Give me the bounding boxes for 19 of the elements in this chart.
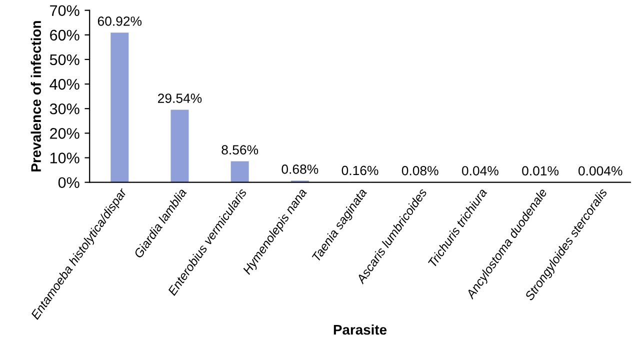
y-axis-title: Prevalence of infection (30, 21, 41, 172)
y-tick-label: 0% (58, 177, 80, 188)
y-tick-label: 50% (50, 54, 80, 66)
data-label: 0.08% (402, 166, 438, 176)
data-label: 0.16% (342, 166, 378, 176)
y-tick-label: 60% (50, 30, 80, 41)
data-label: 0.01% (522, 166, 559, 176)
data-label: 8.56% (222, 145, 258, 155)
data-label: 60.92% (98, 16, 142, 26)
data-label: 0.04% (462, 166, 498, 176)
y-tick-label: 20% (50, 128, 80, 139)
y-tick-label: 30% (50, 103, 80, 114)
data-label: 0.68% (282, 164, 318, 174)
y-tick-label: 70% (50, 5, 80, 16)
data-label: 29.54% (158, 94, 202, 103)
y-tick-label: 10% (50, 152, 80, 164)
x-axis-title: Parasite (334, 324, 387, 335)
data-label: 0.004% (578, 166, 622, 176)
y-tick-label: 40% (50, 78, 80, 90)
